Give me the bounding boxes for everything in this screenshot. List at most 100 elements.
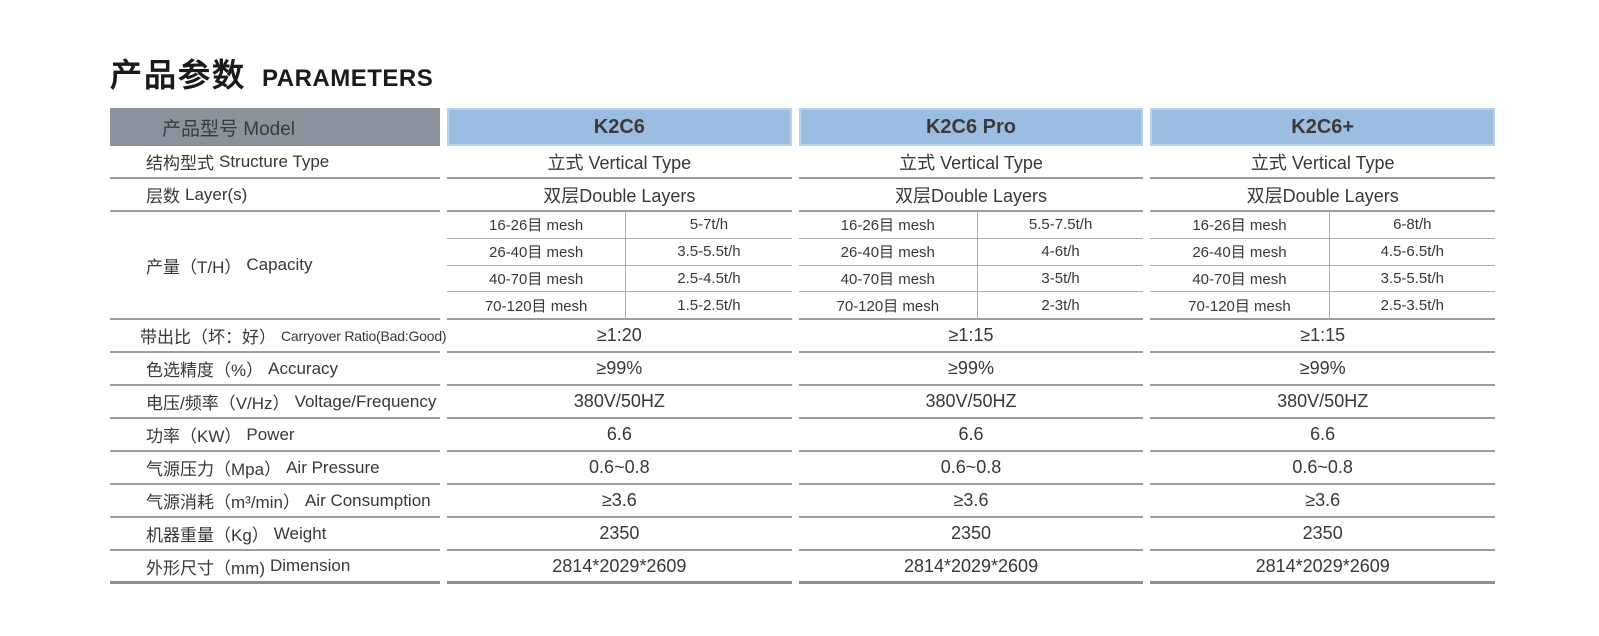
mesh-size-cell: 40-70目 mesh bbox=[447, 265, 627, 292]
capacity-value-cell: 4.5-6.5t/h bbox=[1380, 243, 1444, 261]
mesh-size-cell: 26-40目 mesh bbox=[447, 238, 627, 265]
parameters-table: 产品型号 Model K2C6 K2C6 Pro K2C6+ 结构型式 Structu… bbox=[110, 108, 1496, 584]
mesh-size-cell: 70-120目 mesh bbox=[1150, 292, 1330, 318]
mesh-size-cell: 26-40目 mesh bbox=[1150, 238, 1330, 265]
table-row-voltage-frequency: 电压/频率（V/Hz） Voltage/Frequency 380V/50HZ 380… bbox=[110, 386, 1496, 419]
mesh-size-cell: 40-70目 mesh bbox=[799, 265, 978, 292]
row-value-weight: 2350 bbox=[447, 518, 792, 551]
row-label-en: Structure Type bbox=[219, 151, 330, 171]
page-title-zh: 产品参数 bbox=[110, 57, 247, 93]
row-value-carryover-ratio: ≥1:15 bbox=[1150, 320, 1496, 353]
capacity-value-cell: 4-6t/h bbox=[1041, 243, 1080, 261]
row-value-layers: 双层Double Layers bbox=[798, 179, 1144, 212]
row-label-en: Layer(s) bbox=[185, 184, 248, 204]
capacity-model-cell: 16-26目 mesh 5.5-7.5t/h 26-40目 mesh 4-6t/h 40… bbox=[798, 212, 1144, 320]
row-label-zh: 气源消耗（m³/min） bbox=[146, 493, 300, 512]
table-row-power: 功率（KW） Power 6.6 6.6 6.6 bbox=[110, 419, 1496, 452]
row-label-air-pressure: 气源压力（Mpa） Air Pressure bbox=[110, 452, 440, 485]
capacity-subrow: 26-40目 mesh 4-6t/h bbox=[798, 238, 1144, 266]
capacity-value-cell: 3-5t/h bbox=[1041, 269, 1080, 287]
capacity-subrow: 40-70目 mesh 3.5-5.5t/h bbox=[1150, 265, 1496, 293]
row-label-en: Capacity bbox=[246, 255, 313, 274]
row-label-zh: 电压/频率（V/Hz） bbox=[146, 394, 290, 413]
row-label-weight: 机器重量（Kg） Weight bbox=[110, 518, 440, 551]
row-value-structure-type: 立式 Vertical Type bbox=[447, 146, 792, 179]
row-label-zh: 色选精度（%） bbox=[146, 361, 264, 380]
row-label-zh: 气源压力（Mpa） bbox=[146, 460, 282, 479]
capacity-value-cell: 2-3t/h bbox=[1041, 296, 1080, 314]
row-label-zh: 外形尺寸（mm) bbox=[146, 558, 265, 578]
row-label-en: Accuracy bbox=[268, 358, 339, 378]
row-value-accuracy: ≥99% bbox=[798, 353, 1144, 386]
mesh-size-cell: 70-120目 mesh bbox=[447, 292, 627, 318]
capacity-value-cell: 2.5-3.5t/h bbox=[1380, 296, 1444, 314]
row-label-en: Dimension bbox=[269, 556, 351, 575]
row-label-en: Carryover Ratio(Bad:Good) bbox=[281, 327, 447, 344]
row-label-capacity: 产量（T/H） Capacity bbox=[110, 212, 440, 320]
row-label-en: Weight bbox=[273, 523, 327, 543]
capacity-subrow: 16-26目 mesh 6-8t/h bbox=[1150, 212, 1496, 239]
table-row-capacity: 产量（T/H） Capacity 16-26目 mesh 5-7t/h 26-40目 m… bbox=[110, 212, 1496, 320]
row-value-dimension: 2814*2029*2609 bbox=[447, 551, 792, 584]
row-label-carryover-ratio: 带出比（坏：好） Carryover Ratio(Bad:Good) bbox=[110, 320, 447, 353]
row-label-structure-type: 结构型式 Structure Type bbox=[110, 146, 440, 179]
row-label-zh: 机器重量（Kg） bbox=[146, 526, 269, 545]
table-row-weight: 机器重量（Kg） Weight 2350 2350 2350 bbox=[110, 518, 1496, 551]
row-value-voltage-frequency: 380V/50HZ bbox=[1150, 386, 1496, 419]
row-value-dimension: 2814*2029*2609 bbox=[1150, 551, 1496, 584]
mesh-size-cell: 70-120目 mesh bbox=[799, 292, 978, 318]
row-value-carryover-ratio: ≥1:20 bbox=[447, 320, 792, 353]
capacity-subrow: 70-120目 mesh 1.5-2.5t/h bbox=[447, 292, 792, 318]
row-label-en: Air Consumption bbox=[304, 490, 431, 510]
row-label-en: Power bbox=[246, 424, 295, 444]
row-value-air-pressure: 0.6~0.8 bbox=[798, 452, 1144, 485]
row-label-layers: 层数 Layer(s) bbox=[110, 179, 440, 212]
row-value-power: 6.6 bbox=[798, 419, 1144, 452]
capacity-value-cell: 2.5-4.5t/h bbox=[677, 269, 741, 287]
row-label-zh: 层数 bbox=[146, 187, 180, 206]
capacity-subrow: 40-70目 mesh 3-5t/h bbox=[798, 265, 1144, 293]
mesh-size-cell: 16-26目 mesh bbox=[447, 212, 627, 238]
capacity-subrow: 40-70目 mesh 2.5-4.5t/h bbox=[447, 265, 792, 293]
table-row-carryover-ratio: 带出比（坏：好） Carryover Ratio(Bad:Good) ≥1:20 ≥1… bbox=[110, 320, 1496, 353]
table-row-layers: 层数 Layer(s) 双层Double Layers 双层Double Layers… bbox=[110, 179, 1496, 212]
row-value-structure-type: 立式 Vertical Type bbox=[798, 146, 1144, 179]
row-value-voltage-frequency: 380V/50HZ bbox=[447, 386, 792, 419]
model-header-cell: K2C6 Pro bbox=[798, 108, 1144, 146]
capacity-subrow: 16-26目 mesh 5.5-7.5t/h bbox=[798, 212, 1144, 239]
page-title: 产品参数 PARAMETERS bbox=[110, 50, 433, 96]
row-label-en: Voltage/Frequency bbox=[294, 391, 437, 411]
capacity-value-cell: 3.5-5.5t/h bbox=[1380, 269, 1444, 287]
row-label-power: 功率（KW） Power bbox=[110, 419, 440, 452]
page-title-en: PARAMETERS bbox=[262, 65, 434, 92]
capacity-value-cell: 3.5-5.5t/h bbox=[677, 243, 741, 261]
capacity-value-cell: 1.5-2.5t/h bbox=[677, 296, 741, 314]
row-value-voltage-frequency: 380V/50HZ bbox=[798, 386, 1144, 419]
capacity-subrow: 70-120目 mesh 2-3t/h bbox=[799, 292, 1144, 318]
row-value-dimension: 2814*2029*2609 bbox=[798, 551, 1144, 584]
capacity-value-cell: 5.5-7.5t/h bbox=[1028, 216, 1093, 234]
row-value-structure-type: 立式 Vertical Type bbox=[1150, 146, 1496, 179]
row-label-zh: 产量（T/H） bbox=[146, 257, 242, 277]
row-value-layers: 双层Double Layers bbox=[447, 179, 792, 212]
mesh-size-cell: 16-26目 mesh bbox=[799, 212, 978, 238]
row-value-air-pressure: 0.6~0.8 bbox=[447, 452, 792, 485]
table-row-structure-type: 结构型式 Structure Type 立式 Vertical Type 立式 Ver… bbox=[110, 146, 1496, 179]
row-value-air-consumption: ≥3.6 bbox=[447, 485, 792, 518]
mesh-size-cell: 26-40目 mesh bbox=[799, 238, 978, 265]
row-value-accuracy: ≥99% bbox=[447, 353, 792, 386]
capacity-subrow: 26-40目 mesh 4.5-6.5t/h bbox=[1150, 238, 1496, 266]
capacity-model-cell: 16-26目 mesh 6-8t/h 26-40目 mesh 4.5-6.5t/h 40… bbox=[1150, 212, 1496, 320]
row-label-zh: 功率（KW） bbox=[146, 427, 242, 446]
row-value-carryover-ratio: ≥1:15 bbox=[798, 320, 1144, 353]
capacity-subrow: 16-26目 mesh 5-7t/h bbox=[447, 212, 792, 239]
table-row-air-pressure: 气源压力（Mpa） Air Pressure 0.6~0.8 0.6~0.8 0.6~0… bbox=[110, 452, 1496, 485]
row-label-en: Air Pressure bbox=[286, 457, 380, 477]
table-row-accuracy: 色选精度（%） Accuracy ≥99% ≥99% ≥99% bbox=[110, 353, 1496, 386]
model-header-cell: K2C6+ bbox=[1150, 108, 1496, 146]
table-row-dimension: 外形尺寸（mm) Dimension 2814*2029*2609 2814*2029… bbox=[110, 551, 1496, 584]
row-value-air-consumption: ≥3.6 bbox=[798, 485, 1144, 518]
row-label-dimension: 外形尺寸（mm) Dimension bbox=[110, 551, 440, 584]
row-value-power: 6.6 bbox=[1150, 419, 1496, 452]
